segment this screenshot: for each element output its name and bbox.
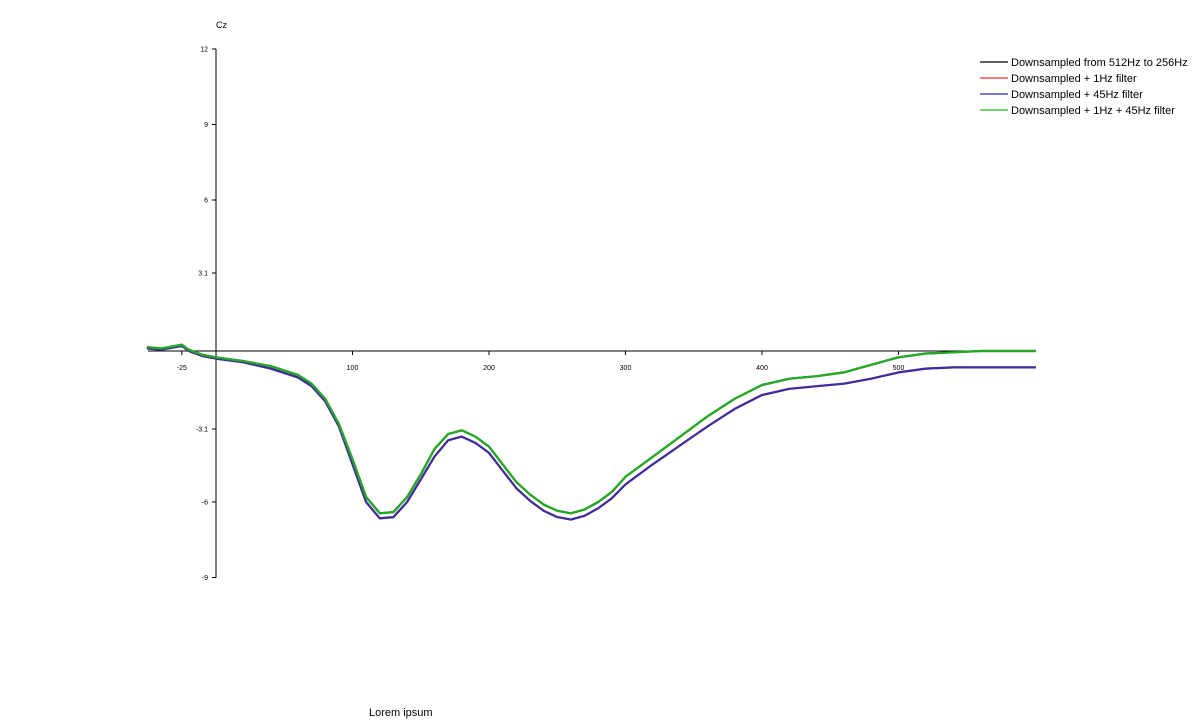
legend-label: Downsampled from 512Hz to 256Hz xyxy=(1011,57,1188,69)
legend: Downsampled from 512Hz to 256Hz Downsampl… xyxy=(980,57,1188,117)
y-tick-label: 12 xyxy=(200,47,208,54)
x-tick-label: 400 xyxy=(756,365,768,372)
y-tick-label: 3.1 xyxy=(198,270,208,277)
y-tick-label: -6 xyxy=(202,500,208,507)
legend-label: Downsampled + 45Hz filter xyxy=(1011,89,1143,101)
x-tick-label: 100 xyxy=(347,365,359,372)
series-line xyxy=(146,343,1037,515)
x-tick-label: 300 xyxy=(620,365,632,372)
y-tick-label: -9 xyxy=(202,575,208,582)
y-tick-label: 9 xyxy=(204,122,208,129)
y-tick-label: -3.1 xyxy=(196,427,208,434)
x-tick-label: 500 xyxy=(893,365,905,372)
y-axis: 12 9 6 3.1 -3.1 -6 -9 xyxy=(196,47,217,582)
x-tick-label: 200 xyxy=(483,365,495,372)
series-lines xyxy=(146,343,1037,521)
series-line xyxy=(146,344,1037,521)
y-tick-label: 6 xyxy=(204,198,208,205)
x-axis: -25 100 200 300 400 500 xyxy=(148,350,1033,372)
y-axis-label: Cz xyxy=(216,20,227,30)
legend-label: Downsampled + 1Hz + 45Hz filter xyxy=(1011,105,1175,117)
legend-label: Downsampled + 1Hz filter xyxy=(1011,73,1137,85)
x-axis-title: Lorem ipsum xyxy=(369,707,433,719)
x-tick-label: -25 xyxy=(177,365,187,372)
